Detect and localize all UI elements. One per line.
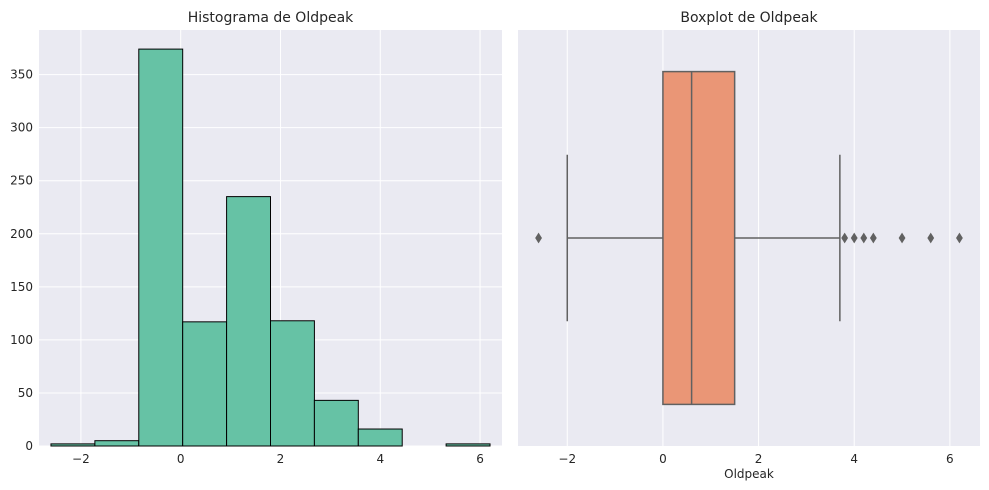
histogram-bars <box>50 48 491 447</box>
histogram-x-tick-label: 2 <box>277 452 285 466</box>
boxplot-body <box>566 70 841 406</box>
histogram-bar <box>270 320 315 447</box>
histogram-y-tick-label: 250 <box>10 174 33 188</box>
histogram-x-tick-label: 4 <box>376 452 384 466</box>
boxplot-x-tick-label: −2 <box>558 452 576 466</box>
histogram-bar <box>94 440 140 447</box>
histogram-bar <box>182 321 228 447</box>
histogram-y-tick-labels: 0 50 100 150 200 250 300 350 <box>10 68 33 453</box>
histogram-x-tick-labels: −2 0 2 4 6 <box>72 452 484 466</box>
histogram-panel: −2 0 2 4 6 0 50 100 150 200 250 300 350 Histograma … <box>10 10 502 466</box>
boxplot-title: Boxplot de Oldpeak <box>680 10 818 26</box>
boxplot-outlier-point <box>869 232 877 244</box>
boxplot-outlier-point <box>956 232 963 244</box>
histogram-y-tick-label: 100 <box>10 333 33 347</box>
histogram-x-tick-label: 6 <box>476 452 484 466</box>
boxplot-x-tick-label: 2 <box>755 452 763 466</box>
histogram-bar <box>226 196 272 447</box>
boxplot-outlier-point <box>860 232 868 244</box>
boxplot-outlier-point <box>927 232 935 244</box>
boxplot-box <box>662 70 736 406</box>
boxplot-outliers <box>535 232 963 244</box>
histogram-bar <box>138 48 184 447</box>
histogram-bar <box>50 443 96 447</box>
histogram-title: Histograma de Oldpeak <box>188 10 354 26</box>
histogram-y-tick-label: 50 <box>18 386 33 400</box>
histogram-x-tick-label: 0 <box>177 452 185 466</box>
histogram-bar <box>313 399 359 447</box>
histogram-bar <box>445 443 491 447</box>
boxplot-x-axis-label: Oldpeak <box>724 467 774 481</box>
boxplot-outlier-point <box>850 232 858 244</box>
histogram-x-tick-label: −2 <box>72 452 90 466</box>
histogram-y-tick-label: 200 <box>10 227 33 241</box>
histogram-y-tick-label: 150 <box>10 280 33 294</box>
boxplot-outlier-point <box>841 232 849 244</box>
boxplot-x-tick-labels: −2 0 2 4 6 <box>558 452 953 466</box>
histogram-bar <box>357 428 403 447</box>
histogram-y-tick-label: 300 <box>10 121 33 135</box>
boxplot-outlier-point <box>535 232 542 244</box>
boxplot-panel: −2 0 2 4 6 Boxplot de Oldpeak Oldpeak <box>518 10 980 481</box>
boxplot-outlier-point <box>898 232 906 244</box>
histogram-y-tick-label: 350 <box>10 68 33 82</box>
boxplot-x-tick-label: 0 <box>659 452 667 466</box>
boxplot-x-tick-label: 6 <box>946 452 954 466</box>
histogram-y-tick-label: 0 <box>25 439 33 453</box>
boxplot-x-tick-label: 4 <box>850 452 858 466</box>
